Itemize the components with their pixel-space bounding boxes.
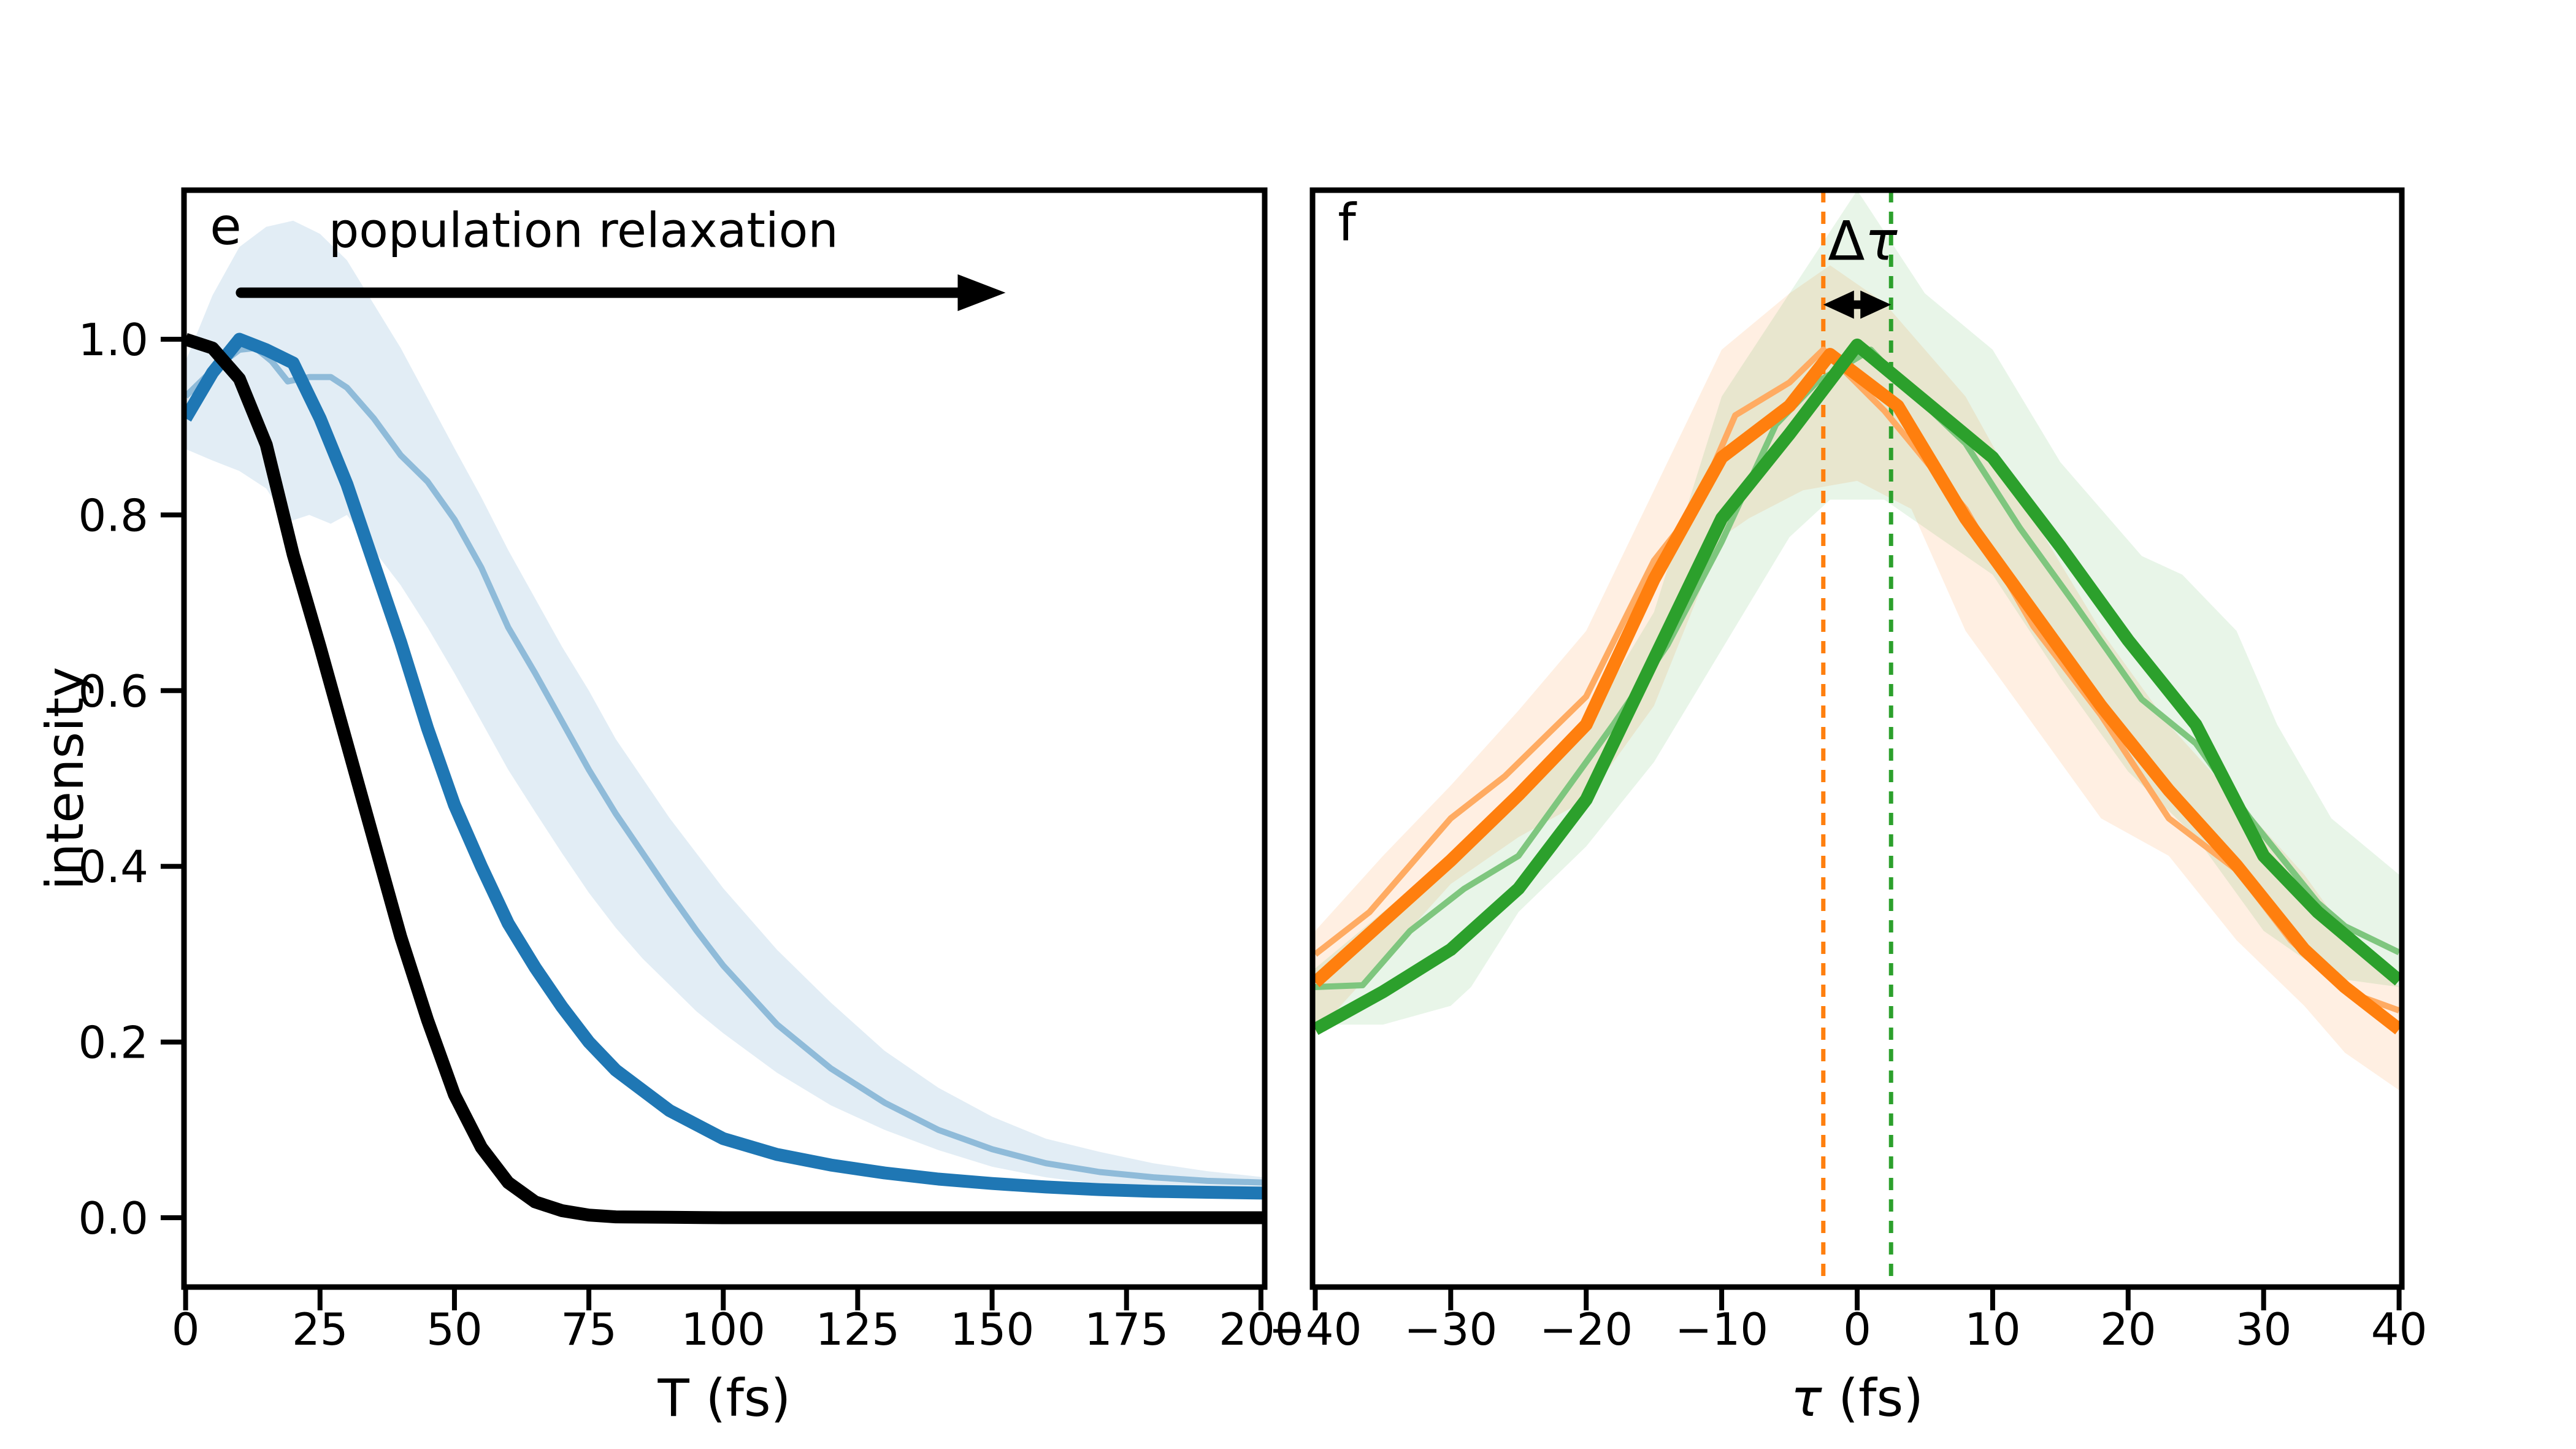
x-tick-label: 10 <box>1965 1304 2021 1355</box>
green-confidence-band <box>1315 190 2399 1025</box>
y-tick-label: 0.0 <box>78 1193 148 1244</box>
x-tick-label: 200 <box>1219 1304 1303 1355</box>
x-tick-label: 40 <box>2371 1304 2428 1355</box>
x-tick-label: 25 <box>292 1304 348 1355</box>
plot-area-f <box>1313 190 2402 1287</box>
x-tick-label: 75 <box>561 1304 617 1355</box>
panel-letter-f: f <box>1338 193 1357 253</box>
y-tick-label: 0.4 <box>78 841 148 893</box>
delta-tau-label: Δτ <box>1828 209 1898 272</box>
y-tick-label: 0.8 <box>78 490 148 541</box>
x-tick-label: −30 <box>1404 1304 1497 1355</box>
x-tick-label: 175 <box>1084 1304 1168 1355</box>
x-tick-label: −20 <box>1539 1304 1633 1355</box>
x-tick-label: 30 <box>2236 1304 2292 1355</box>
x-tick-label: 0 <box>1843 1304 1871 1355</box>
plot-area-e <box>184 220 1265 1224</box>
x-tick-label: 125 <box>816 1304 900 1355</box>
y-tick-label: 0.6 <box>78 666 148 717</box>
black-reference <box>184 333 1265 1224</box>
arrow-head-left-icon <box>1823 290 1854 319</box>
x-tick-label: 0 <box>172 1304 200 1355</box>
arrow-head-right-icon <box>1860 290 1892 319</box>
y-tick-label: 1.0 <box>78 314 148 366</box>
blue-confidence-band <box>185 220 1265 1199</box>
x-tick-label: −10 <box>1675 1304 1768 1355</box>
x-axis-label: τ (fs) <box>1791 1368 1923 1428</box>
x-tick-label: 50 <box>426 1304 483 1355</box>
y-tick-label: 0.2 <box>78 1017 148 1069</box>
orange-thick-mean <box>1313 348 2402 1035</box>
x-tick-label: 100 <box>681 1304 765 1355</box>
arrow-head-right-icon <box>957 274 1006 312</box>
blue-thick-mean <box>184 332 1265 1200</box>
x-axis-label: T (fs) <box>657 1368 791 1428</box>
panel-letter-e: e <box>210 196 242 256</box>
x-tick-label: −40 <box>1268 1304 1362 1355</box>
plot-panel-f: Δτ −40 −30 −20 −10 0 10 20 30 40 τ (fs) f <box>1268 187 2428 1428</box>
x-tick-label: 20 <box>2100 1304 2156 1355</box>
orange-confidence-band <box>1315 265 2399 1091</box>
plot-panel-e: population relaxation 0 25 50 75 100 125 150 175… <box>35 187 1303 1428</box>
population-relaxation-label: population relaxation <box>329 204 838 259</box>
green-thick-mean <box>1313 338 2402 1035</box>
y-axis-label: intensity <box>35 667 95 890</box>
x-tick-label: 150 <box>950 1304 1034 1355</box>
